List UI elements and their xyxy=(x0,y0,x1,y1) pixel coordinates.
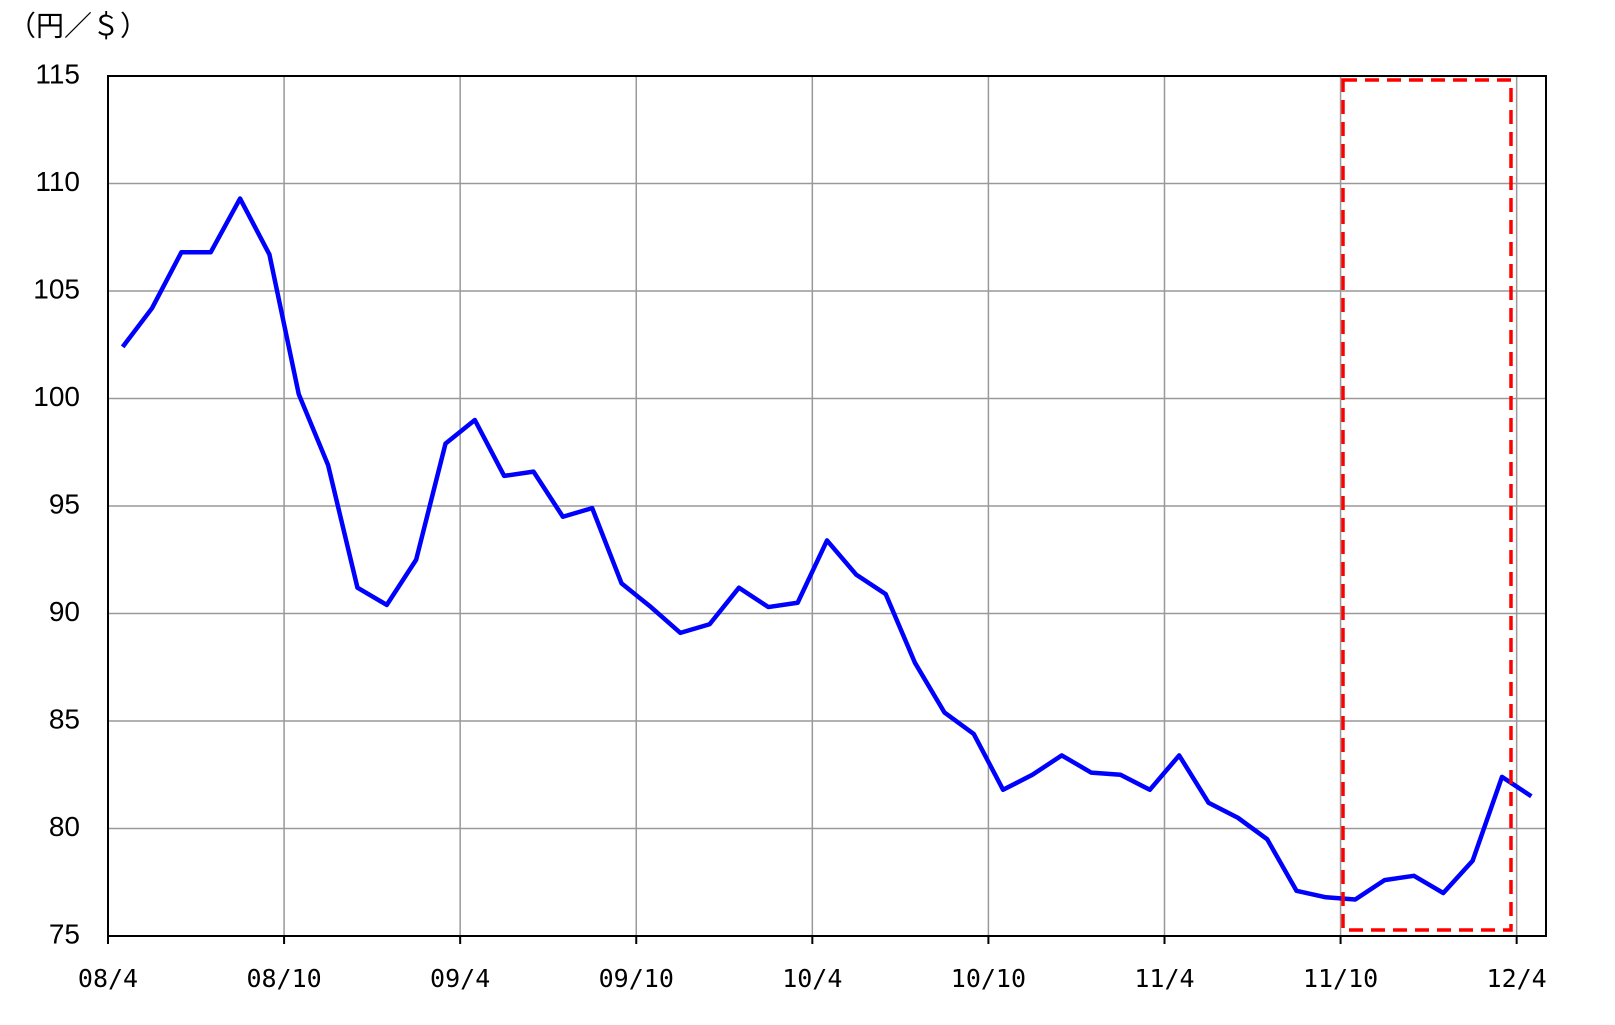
y-tick-label: 95 xyxy=(49,488,80,519)
y-tick-label: 75 xyxy=(49,918,80,949)
x-tick-label: 08/4 xyxy=(78,964,138,993)
x-tick-label: 10/10 xyxy=(951,964,1026,993)
y-tick-label: 85 xyxy=(49,703,80,734)
highlight-box xyxy=(1341,78,1513,932)
x-tick-label: 08/10 xyxy=(246,964,321,993)
x-tick-label: 09/10 xyxy=(599,964,674,993)
x-tick-label: 12/4 xyxy=(1487,964,1547,993)
x-tick-label: 10/4 xyxy=(782,964,842,993)
y-tick-label: 100 xyxy=(33,381,80,412)
y-tick-label: 80 xyxy=(49,811,80,842)
data-line xyxy=(120,196,1533,902)
x-tick-label: 11/4 xyxy=(1134,964,1194,993)
y-tick-label: 105 xyxy=(33,273,80,304)
y-tick-label: 90 xyxy=(49,596,80,627)
plot-frame xyxy=(107,75,1547,937)
y-tick-label: 110 xyxy=(35,166,80,197)
y-tick-label: 115 xyxy=(35,58,80,89)
y-axis-label: （円／＄） xyxy=(8,10,148,41)
x-tick-label: 09/4 xyxy=(430,964,490,993)
x-tick-label: 11/10 xyxy=(1303,964,1378,993)
